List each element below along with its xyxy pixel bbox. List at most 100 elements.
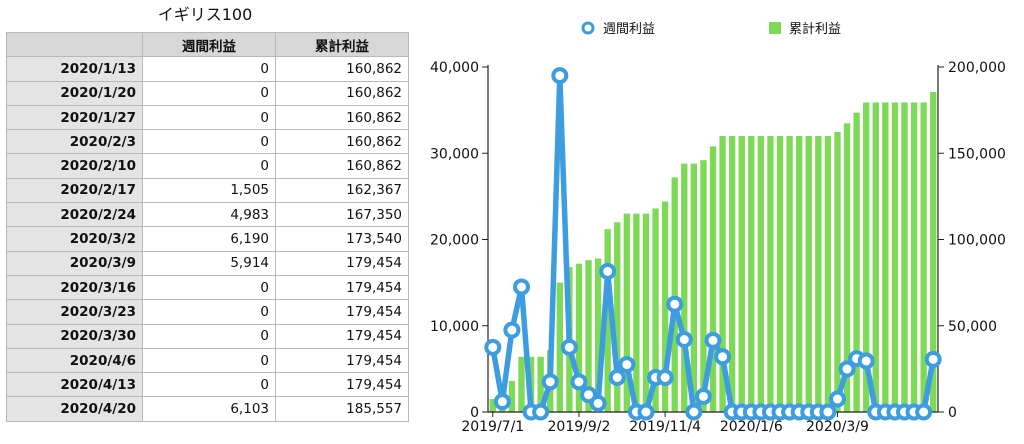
- bar-cumulative: [930, 91, 937, 412]
- row-weekly-profit: 0: [142, 274, 276, 301]
- bar-cumulative: [700, 160, 707, 412]
- table-row: 2020/4/6 0 179,454: [6, 347, 409, 374]
- x-tick-label: 2020/3/9: [806, 419, 869, 435]
- header-cumulative-profit: 累計利益: [275, 31, 409, 58]
- legend-cumulative-marker: [769, 22, 781, 34]
- x-tick-label: 2019/7/1: [461, 419, 524, 435]
- bar-cumulative: [709, 146, 717, 412]
- row-weekly-profit: 0: [142, 153, 276, 179]
- bar-cumulative: [863, 102, 870, 413]
- table-title: イギリス100: [157, 5, 253, 24]
- point-weekly-profit: [551, 67, 569, 85]
- point-weekly-profit: [513, 278, 531, 296]
- row-cumulative-profit: 160,862: [275, 104, 409, 131]
- point-weekly-profit: [656, 369, 674, 386]
- row-cumulative-profit: 167,350: [275, 202, 409, 228]
- row-weekly-profit: 6,190: [142, 226, 276, 252]
- row-cumulative-profit: 162,367: [275, 177, 409, 204]
- row-weekly-profit: 4,983: [142, 202, 276, 228]
- x-tick-label: 2019/9/2: [548, 419, 611, 435]
- chart-tick-labels: 0 10,000 20,000 30,000 40,000 0 50,000 100,000 1…: [430, 60, 1006, 435]
- right-tick-label: 50,000: [948, 319, 997, 335]
- bar-cumulative: [882, 102, 889, 413]
- row-cumulative-profit: 179,454: [275, 274, 409, 301]
- row-date: 2020/4/6: [6, 347, 143, 374]
- bar-cumulative: [690, 163, 698, 412]
- row-weekly-profit: 0: [142, 80, 276, 106]
- point-weekly-profit: [675, 331, 693, 349]
- table-row: 2020/3/16 0 179,454: [6, 274, 409, 301]
- point-weekly-profit: [666, 295, 684, 313]
- table-row: 2020/3/23 0 179,454: [6, 299, 409, 325]
- row-date: 2020/1/27: [6, 104, 143, 131]
- row-cumulative-profit: 179,454: [275, 250, 409, 276]
- row-weekly-profit: 0: [142, 129, 276, 155]
- row-cumulative-profit: 185,557: [275, 396, 409, 422]
- bar-cumulative: [594, 258, 602, 412]
- point-weekly-profit: [685, 403, 703, 421]
- bar-cumulative: [786, 136, 793, 412]
- point-weekly-profit: [714, 348, 732, 366]
- bar-cumulative: [901, 102, 908, 413]
- bar-cumulative: [843, 123, 851, 412]
- legend-weekly-label: 週間利益: [603, 22, 655, 37]
- point-weekly-profit: [570, 373, 588, 391]
- bar-cumulative: [489, 399, 496, 412]
- left-tick-label: 10,000: [430, 319, 479, 335]
- legend-weekly-marker: [581, 21, 595, 35]
- row-cumulative-profit: 179,454: [275, 299, 409, 325]
- table-row: 2020/1/13 0 160,862: [6, 56, 409, 82]
- bar-cumulative: [757, 136, 765, 412]
- point-weekly-profit: [608, 369, 626, 386]
- right-tick-label: 0: [948, 405, 957, 421]
- cumulative-bars: [489, 91, 937, 413]
- point-weekly-profit: [618, 356, 636, 374]
- row-weekly-profit: 6,103: [142, 396, 276, 422]
- bar-cumulative: [633, 213, 640, 412]
- bar-cumulative: [719, 136, 726, 412]
- bar-cumulative: [853, 112, 860, 413]
- table-row: 2020/2/17 1,505 162,367: [6, 177, 409, 204]
- left-tick-label: 20,000: [430, 233, 479, 249]
- point-weekly-profit: [694, 387, 712, 405]
- right-tick-label: 100,000: [948, 233, 1006, 249]
- row-weekly-profit: 0: [142, 299, 276, 325]
- bar-cumulative: [661, 201, 669, 412]
- row-weekly-profit: 0: [142, 347, 276, 374]
- point-weekly-profit: [589, 394, 607, 412]
- row-date: 2020/1/20: [6, 80, 143, 106]
- table-header-row: 週間利益 累計利益: [6, 31, 409, 58]
- row-date: 2020/2/17: [6, 177, 143, 204]
- point-weekly-profit: [503, 321, 521, 339]
- row-date: 2020/2/10: [6, 153, 143, 179]
- point-weekly-profit: [532, 403, 550, 421]
- bar-cumulative: [891, 102, 899, 413]
- row-weekly-profit: 0: [142, 56, 276, 82]
- row-date: 2020/3/9: [6, 250, 143, 276]
- row-weekly-profit: 5,914: [142, 250, 276, 276]
- row-cumulative-profit: 179,454: [275, 347, 409, 374]
- table-row: 2020/3/2 6,190 173,540: [6, 226, 409, 252]
- bar-cumulative: [623, 213, 630, 412]
- bar-cumulative: [728, 136, 736, 412]
- profit-table: 週間利益 累計利益 2020/1/13 0 160,862 2020/1/20 0 160…: [6, 31, 409, 422]
- right-tick-label: 200,000: [948, 60, 1006, 76]
- row-cumulative-profit: 160,862: [275, 129, 409, 155]
- row-weekly-profit: 0: [142, 372, 276, 398]
- bar-cumulative: [671, 177, 678, 412]
- table-row: 2020/2/10 0 160,862: [6, 153, 409, 179]
- point-weekly-profit: [484, 338, 502, 356]
- bar-cumulative: [834, 131, 841, 412]
- bar-cumulative: [815, 136, 822, 412]
- row-weekly-profit: 1,505: [142, 177, 276, 204]
- header-date: [6, 31, 143, 58]
- bar-cumulative: [824, 136, 832, 412]
- bar-cumulative: [556, 282, 563, 412]
- bar-cumulative: [575, 263, 583, 412]
- row-cumulative-profit: 160,862: [275, 153, 409, 179]
- bar-cumulative: [518, 356, 525, 412]
- row-cumulative-profit: 160,862: [275, 80, 409, 106]
- point-weekly-profit: [857, 352, 875, 370]
- row-date: 2020/3/16: [6, 274, 143, 301]
- point-weekly-profit: [541, 373, 559, 391]
